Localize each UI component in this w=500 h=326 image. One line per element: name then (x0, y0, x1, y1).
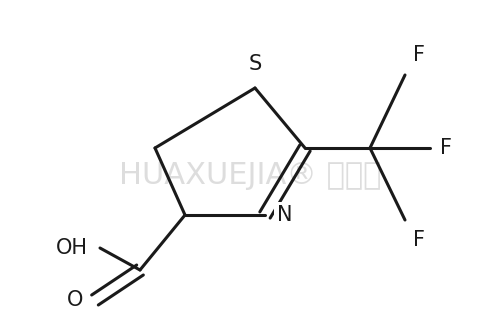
Text: N: N (277, 205, 292, 225)
Text: F: F (413, 45, 425, 65)
Text: O: O (66, 290, 83, 310)
Text: S: S (248, 54, 262, 74)
Text: F: F (440, 138, 452, 158)
Text: HUAXUEJIA® 化学加: HUAXUEJIA® 化学加 (119, 160, 381, 189)
Text: OH: OH (56, 238, 88, 258)
Text: F: F (413, 230, 425, 250)
